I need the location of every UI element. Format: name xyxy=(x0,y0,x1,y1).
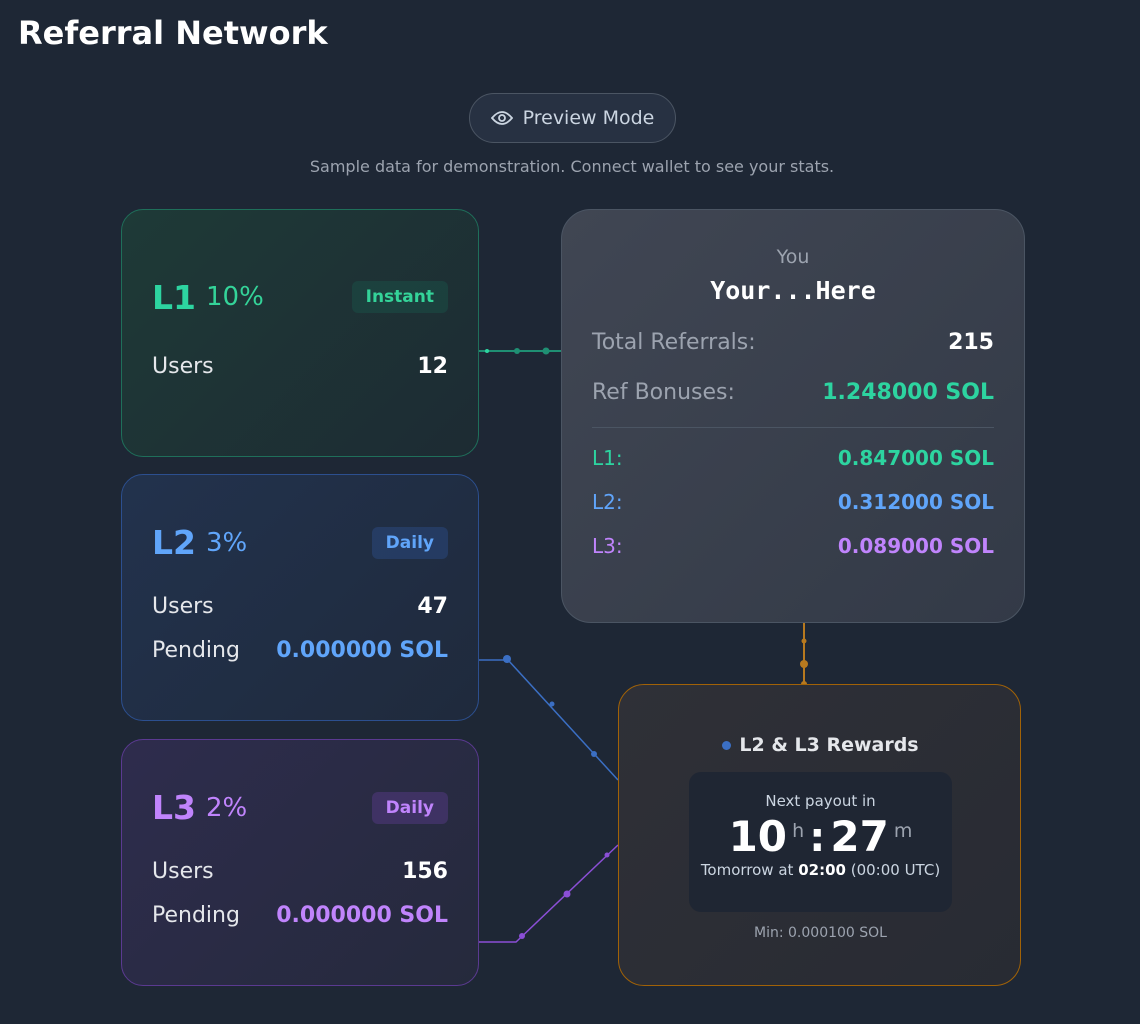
row-label: Users xyxy=(152,858,214,884)
level-value: 0.089000 SOL xyxy=(837,534,994,558)
preview-label: Preview Mode xyxy=(522,107,655,129)
you-label: You xyxy=(776,246,810,268)
next-label: Next payout in xyxy=(765,792,876,810)
schedule-time: 02:00 xyxy=(798,861,846,879)
minutes-unit: m xyxy=(893,820,913,842)
rewards-title: L2 & L3 Rewards xyxy=(739,734,919,756)
level-badge: Daily xyxy=(371,526,448,559)
level-badge: Daily xyxy=(371,791,448,824)
level-value: 0.847000 SOL xyxy=(837,446,994,470)
level-label: L1: xyxy=(592,446,623,470)
row-value: 0.000000 SOL xyxy=(276,902,448,928)
level-rate: 3% xyxy=(206,527,248,558)
stat-value: 215 xyxy=(948,329,994,355)
level-label: L3: xyxy=(592,534,623,558)
level-card: L3 2% Daily Users 156 Pending 0.000000 SOL xyxy=(121,739,479,986)
preview-mode-button[interactable]: Preview Mode xyxy=(469,93,676,143)
row-value: 156 xyxy=(402,858,448,884)
rewards-header: L2 & L3 Rewards xyxy=(619,734,1022,756)
min-payout: Min: 0.000100 SOL xyxy=(754,925,887,941)
level-card: L2 3% Daily Users 47 Pending 0.000000 SOL xyxy=(121,474,479,721)
stat-value: 1.248000 SOL xyxy=(822,379,994,405)
rewards-card: L2 & L3 Rewards Next payout in 10 h : 27… xyxy=(618,684,1021,986)
level-name: L3 xyxy=(152,788,196,827)
eye-icon xyxy=(490,111,513,125)
timer-box: Next payout in 10 h : 27 m Tomorrow at 0… xyxy=(689,772,952,912)
hours: 10 xyxy=(728,812,788,861)
hours-unit: h xyxy=(792,820,805,842)
row-label: Pending xyxy=(152,637,240,663)
row-label: Pending xyxy=(152,902,240,928)
level-value: 0.312000 SOL xyxy=(837,490,994,514)
page-title: Referral Network xyxy=(18,14,328,52)
schedule: Tomorrow at 02:00 (00:00 UTC) xyxy=(689,861,952,879)
level-name: L1 xyxy=(152,277,196,317)
wallet-address: Your...Here xyxy=(710,276,876,305)
row-label: Users xyxy=(152,593,214,619)
level-card: L1 10% Instant Users 12 xyxy=(121,209,479,457)
schedule-prefix: Tomorrow at xyxy=(700,861,794,879)
level-rate: 2% xyxy=(206,792,248,823)
level-rate: 10% xyxy=(206,282,264,312)
preview-note: Sample data for demonstration. Connect w… xyxy=(309,157,835,176)
you-card: You Your...Here Total Referrals: 215 Ref … xyxy=(561,209,1025,623)
row-value: 47 xyxy=(417,593,448,619)
separator: : xyxy=(809,815,826,861)
level-badge: Instant xyxy=(351,281,448,313)
schedule-suffix: (00:00 UTC) xyxy=(850,861,941,879)
stat-label: Ref Bonuses: xyxy=(592,379,735,405)
stat-label: Total Referrals: xyxy=(592,329,756,355)
level-name: L2 xyxy=(152,523,196,562)
row-value: 12 xyxy=(417,354,448,379)
level-label: L2: xyxy=(592,490,623,514)
row-label: Users xyxy=(152,354,214,379)
row-value: 0.000000 SOL xyxy=(276,637,448,663)
countdown: 10 h : 27 m xyxy=(689,812,952,861)
status-dot xyxy=(722,741,732,750)
divider xyxy=(592,427,994,428)
minutes: 27 xyxy=(830,812,889,861)
